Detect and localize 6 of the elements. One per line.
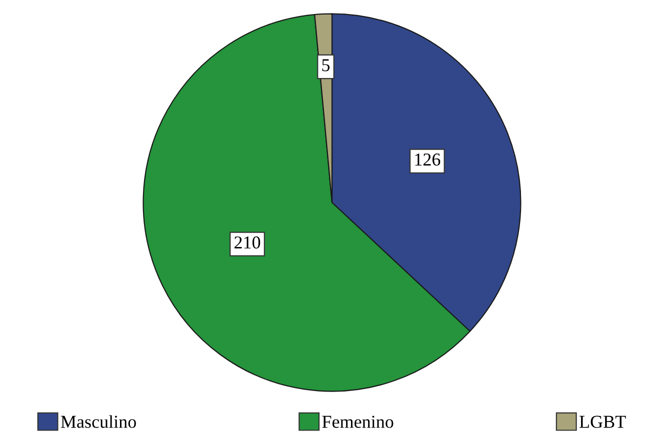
- data-label: 126: [415, 154, 440, 166]
- legend-label: LGBT: [580, 416, 626, 428]
- legend-label: Femenino: [322, 416, 394, 428]
- data-label: 5: [322, 59, 330, 72]
- legend-label: Masculino: [60, 415, 136, 428]
- data-label: 210: [234, 236, 260, 249]
